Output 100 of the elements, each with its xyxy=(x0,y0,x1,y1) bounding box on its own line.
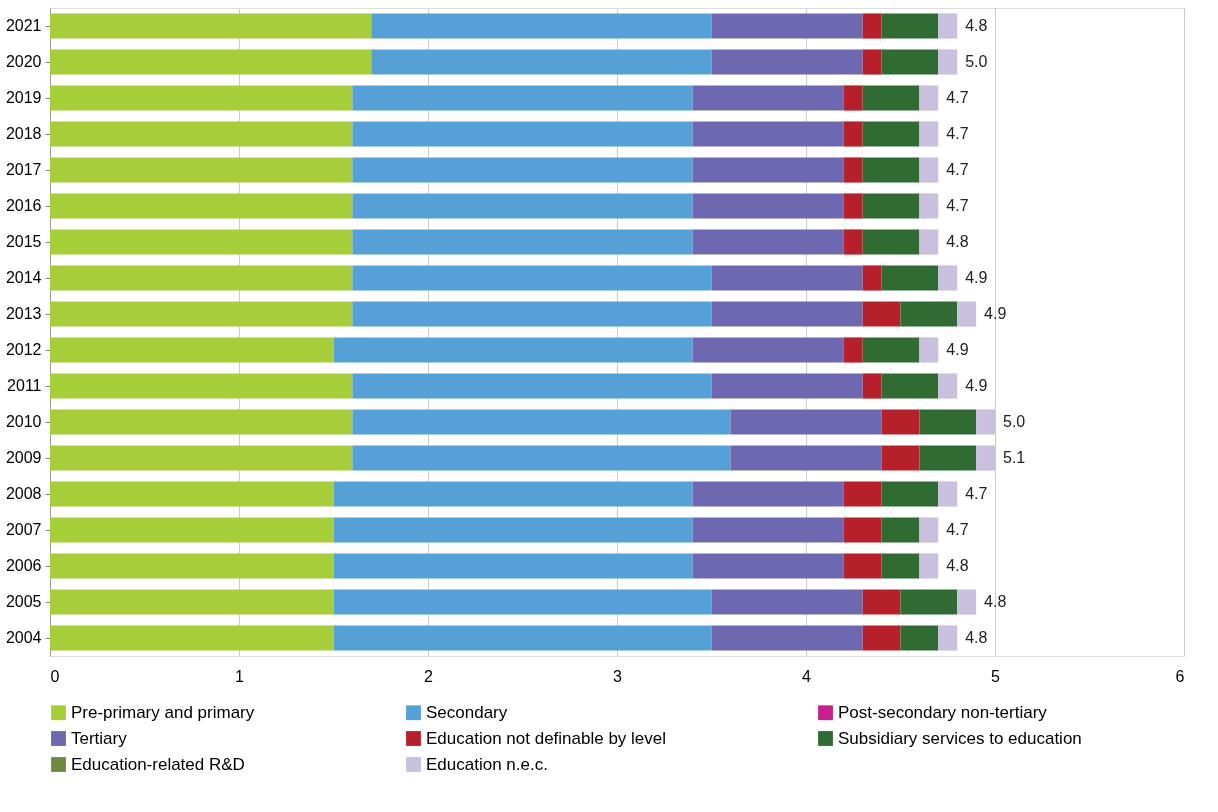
bar xyxy=(692,229,844,255)
y-tick-label: 2020 xyxy=(5,53,42,70)
bar xyxy=(919,337,939,363)
bar xyxy=(919,409,977,435)
bar xyxy=(352,445,731,471)
bar xyxy=(919,229,939,255)
bar xyxy=(333,481,693,507)
bar xyxy=(50,517,334,543)
total-label: 4.7 xyxy=(946,521,969,538)
bar xyxy=(371,13,712,39)
y-tick-label: 2004 xyxy=(5,629,42,646)
x-tick-label: 4 xyxy=(802,667,812,685)
legend-label: Pre-primary and primary xyxy=(71,702,255,722)
bar xyxy=(352,229,693,255)
y-tick-label: 2016 xyxy=(5,197,42,214)
y-tick-label: 2018 xyxy=(5,125,42,142)
bar xyxy=(711,625,863,651)
bar xyxy=(50,229,353,255)
bar xyxy=(711,49,863,75)
bar xyxy=(352,193,693,219)
bar xyxy=(919,121,939,147)
total-label: 4.8 xyxy=(965,629,988,646)
total-label: 4.8 xyxy=(946,233,969,250)
legend-label: Education not definable by level xyxy=(426,728,667,748)
legend-label: Secondary xyxy=(426,702,508,722)
bar xyxy=(957,301,977,327)
bar xyxy=(938,373,958,399)
legend-label: Post-secondary non-tertiary xyxy=(838,702,1048,722)
bar xyxy=(938,265,958,291)
total-label: 4.7 xyxy=(946,197,969,214)
bar xyxy=(333,337,693,363)
bar xyxy=(843,229,863,255)
total-label: 4.7 xyxy=(946,161,969,178)
bar xyxy=(957,589,977,615)
total-label: 4.7 xyxy=(946,125,969,142)
bar xyxy=(843,517,882,543)
bar xyxy=(692,121,844,147)
bar xyxy=(938,49,958,75)
total-label: 4.8 xyxy=(946,557,969,574)
legend-label: Tertiary xyxy=(71,728,128,748)
bar xyxy=(862,85,920,111)
bar xyxy=(352,265,712,291)
bar xyxy=(862,589,901,615)
bar xyxy=(352,301,712,327)
y-tick-label: 2011 xyxy=(7,377,42,394)
bar xyxy=(50,553,334,579)
bar xyxy=(938,481,958,507)
total-label: 4.7 xyxy=(965,485,988,502)
total-label: 4.7 xyxy=(946,89,969,106)
y-tick-label: 2008 xyxy=(5,485,42,502)
y-tick-label: 2017 xyxy=(5,161,42,178)
bar xyxy=(333,589,712,615)
bar xyxy=(938,13,958,39)
bar xyxy=(692,193,844,219)
bar xyxy=(50,409,353,435)
bar xyxy=(862,13,882,39)
bar xyxy=(711,13,863,39)
y-tick-label: 2009 xyxy=(5,449,42,466)
bar xyxy=(862,193,920,219)
bar xyxy=(843,121,863,147)
y-tick-label: 2005 xyxy=(5,593,42,610)
bar xyxy=(938,625,958,651)
bar xyxy=(900,625,939,651)
bar xyxy=(862,373,882,399)
bar xyxy=(900,589,958,615)
bar xyxy=(50,625,334,651)
bar xyxy=(919,193,939,219)
bar xyxy=(843,553,882,579)
bar xyxy=(862,301,901,327)
bar xyxy=(843,481,882,507)
bar xyxy=(692,85,844,111)
bar xyxy=(50,193,353,219)
legend-label: Education-related R&D xyxy=(71,754,245,774)
bar xyxy=(50,373,353,399)
y-tick-label: 2015 xyxy=(5,233,42,250)
bar xyxy=(730,409,882,435)
bar xyxy=(692,481,844,507)
x-tick-label: 3 xyxy=(613,667,623,685)
bar xyxy=(711,373,863,399)
x-tick-label: 6 xyxy=(1175,667,1185,685)
bar xyxy=(919,553,939,579)
bar xyxy=(862,157,920,183)
bar xyxy=(881,49,939,75)
x-tick-label: 1 xyxy=(235,667,245,685)
y-tick-label: 2006 xyxy=(5,557,42,574)
total-label: 4.9 xyxy=(965,269,988,286)
bar xyxy=(352,157,693,183)
bar xyxy=(692,553,844,579)
bar xyxy=(881,553,920,579)
total-label: 4.9 xyxy=(984,305,1007,322)
bar xyxy=(371,49,712,75)
bar xyxy=(843,85,863,111)
bar xyxy=(692,337,844,363)
bar xyxy=(976,445,995,471)
bar xyxy=(50,265,353,291)
bar xyxy=(333,553,693,579)
bar xyxy=(352,85,693,111)
bar xyxy=(862,121,920,147)
y-tick-label: 2014 xyxy=(5,269,42,286)
bar xyxy=(843,337,863,363)
